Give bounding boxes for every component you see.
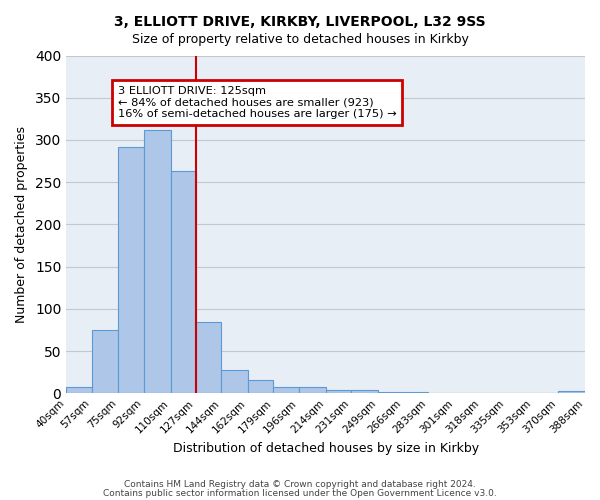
- Text: 3, ELLIOTT DRIVE, KIRKBY, LIVERPOOL, L32 9SS: 3, ELLIOTT DRIVE, KIRKBY, LIVERPOOL, L32…: [114, 15, 486, 29]
- Text: Size of property relative to detached houses in Kirkby: Size of property relative to detached ho…: [131, 32, 469, 46]
- Bar: [196, 322, 221, 394]
- Bar: [221, 370, 248, 394]
- Bar: [378, 392, 403, 394]
- Bar: [274, 386, 299, 394]
- Bar: [92, 330, 118, 394]
- Bar: [144, 130, 170, 394]
- Y-axis label: Number of detached properties: Number of detached properties: [15, 126, 28, 323]
- Bar: [326, 390, 351, 394]
- Bar: [248, 380, 274, 394]
- Bar: [299, 388, 326, 394]
- Bar: [66, 386, 92, 394]
- Bar: [351, 390, 378, 394]
- Bar: [118, 146, 144, 394]
- Bar: [558, 391, 585, 394]
- Text: Contains public sector information licensed under the Open Government Licence v3: Contains public sector information licen…: [103, 488, 497, 498]
- X-axis label: Distribution of detached houses by size in Kirkby: Distribution of detached houses by size …: [173, 442, 479, 455]
- Bar: [170, 171, 196, 394]
- Text: Contains HM Land Registry data © Crown copyright and database right 2024.: Contains HM Land Registry data © Crown c…: [124, 480, 476, 489]
- Text: 3 ELLIOTT DRIVE: 125sqm
← 84% of detached houses are smaller (923)
16% of semi-d: 3 ELLIOTT DRIVE: 125sqm ← 84% of detache…: [118, 86, 397, 119]
- Bar: [403, 392, 428, 394]
